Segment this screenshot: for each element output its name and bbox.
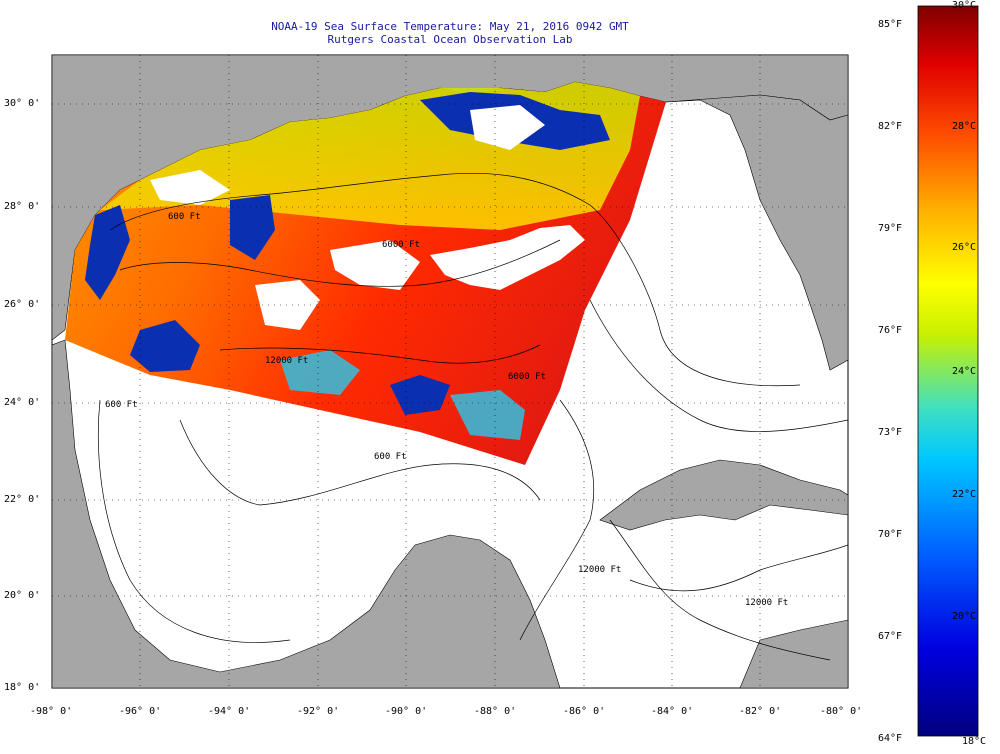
colorbar-f-label: 73°F xyxy=(878,427,903,438)
lat-label: 18° 0' xyxy=(4,682,41,693)
lon-label: -80° 0' xyxy=(820,706,863,717)
contour-label: 6000 Ft xyxy=(382,240,420,250)
lat-label: 28° 0' xyxy=(4,201,41,212)
graticule xyxy=(52,55,848,688)
bathymetry-contours xyxy=(97,172,848,661)
contour-label: 600 Ft xyxy=(168,212,201,222)
cloud-patch-1 xyxy=(430,225,585,290)
cold-patch-west xyxy=(130,320,200,372)
lon-label: -84° 0' xyxy=(651,706,694,717)
cold-patch-center xyxy=(230,195,275,260)
colorbar-f-label: 64°F xyxy=(878,733,903,744)
lat-label: 24° 0' xyxy=(4,397,41,408)
map-subtitle: Rutgers Coastal Ocean Observation Lab xyxy=(327,33,573,46)
cloud-patch-2 xyxy=(330,240,420,290)
cold-patch-south xyxy=(390,375,450,415)
lon-label: -96° 0' xyxy=(119,706,162,717)
cold-patch-tx xyxy=(85,205,130,300)
cloud-patch-5 xyxy=(150,170,230,205)
colorbar-c-label: 22°C xyxy=(952,489,977,500)
lon-label: -88° 0' xyxy=(474,706,517,717)
colorbar-c-label: 26°C xyxy=(952,242,977,253)
lat-label: 26° 0' xyxy=(4,299,41,310)
colorbar-f-label: 70°F xyxy=(878,529,903,540)
colorbar-c-label: 30°C xyxy=(952,0,977,11)
cyan-patch-1 xyxy=(280,350,360,395)
lat-label: 30° 0' xyxy=(4,98,41,109)
cloud-patch-4 xyxy=(470,105,545,150)
contour-label: 600 Ft xyxy=(105,400,138,410)
contour-label: 600 Ft xyxy=(374,452,407,462)
contour-label: 12000 Ft xyxy=(265,356,309,366)
colorbar-f-label: 85°F xyxy=(878,19,903,30)
contour-label: 12000 Ft xyxy=(745,598,789,608)
map-title: NOAA-19 Sea Surface Temperature: May 21,… xyxy=(271,20,629,33)
colorbar-f-label: 67°F xyxy=(878,631,903,642)
colorbar-c-label: 20°C xyxy=(952,611,977,622)
colorbar-c-label: 24°C xyxy=(952,366,977,377)
cyan-patch-2 xyxy=(450,390,525,440)
lon-label: -94° 0' xyxy=(208,706,251,717)
colorbar-f-label: 79°F xyxy=(878,223,903,234)
lon-label: -92° 0' xyxy=(297,706,340,717)
land-south xyxy=(739,619,848,688)
lat-label: 22° 0' xyxy=(4,494,41,505)
colorbar xyxy=(917,5,979,737)
land-florida xyxy=(665,94,848,371)
land-mexico xyxy=(52,339,561,688)
contour-label: 12000 Ft xyxy=(578,565,622,575)
colorbar-c-label: 18°C xyxy=(962,736,987,747)
contour-label: 6000 Ft xyxy=(508,372,546,382)
lon-label: -98° 0' xyxy=(30,706,73,717)
colorbar-f-label: 82°F xyxy=(878,121,903,132)
lon-label: -82° 0' xyxy=(739,706,782,717)
lat-label: 20° 0' xyxy=(4,590,41,601)
lon-label: -90° 0' xyxy=(385,706,428,717)
colorbar-f-label: 76°F xyxy=(878,325,903,336)
cloud-patch-3 xyxy=(255,280,320,330)
lon-label: -86° 0' xyxy=(563,706,606,717)
colorbar-c-label: 28°C xyxy=(952,121,977,132)
land-cuba xyxy=(599,459,848,531)
